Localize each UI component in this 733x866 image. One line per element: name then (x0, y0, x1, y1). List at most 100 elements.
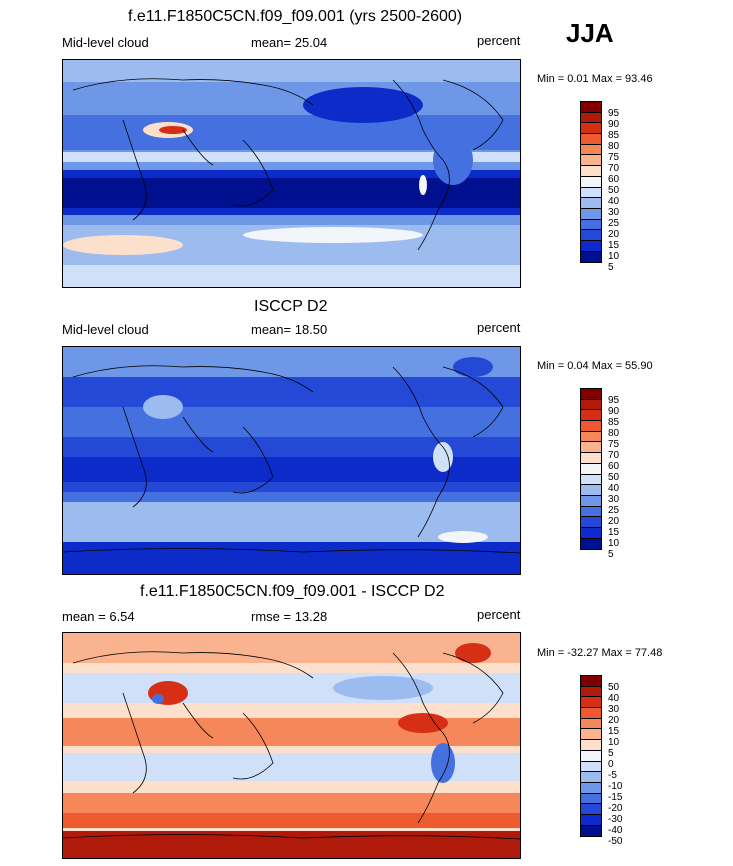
panel2-colorbar-swatch (581, 389, 601, 400)
colorbar-tick: 30 (608, 207, 620, 218)
panel2-units: percent (477, 320, 521, 335)
panel1-colorbar (580, 101, 602, 264)
colorbar-tick: 30 (608, 704, 620, 715)
panel3-minmax: Min = -32.27 Max = 77.48 (537, 647, 663, 659)
panel2-map (62, 346, 521, 575)
panel1-mean: mean= 25.04 (251, 35, 328, 50)
panel1-colorbar-swatch (581, 230, 601, 241)
colorbar-tick: 0 (608, 759, 614, 770)
colorbar-tick: 40 (608, 196, 620, 207)
panel2-colorbar-swatch (581, 442, 601, 454)
panel2-colorbar-swatch (581, 485, 601, 496)
panel2-colorbar (580, 388, 602, 551)
colorbar-tick: 30 (608, 494, 620, 505)
panel1-colorbar-swatch (581, 134, 601, 145)
colorbar-tick: -50 (608, 836, 623, 847)
panel3-colorbar-swatch (581, 676, 601, 687)
panel2-colorbar-swatch (581, 527, 601, 539)
panel1-colorbar-swatch (581, 219, 601, 231)
colorbar-tick: 50 (608, 472, 620, 483)
panel3-colorbar-swatch (581, 729, 601, 741)
colorbar-tick: 90 (608, 119, 620, 130)
panel2-colorbar-swatch (581, 410, 601, 422)
panel1-colorbar-swatch (581, 112, 601, 124)
colorbar-tick: -15 (608, 792, 623, 803)
panel1-colorbar-swatch (581, 240, 601, 252)
colorbar-tick: 80 (608, 141, 620, 152)
colorbar-tick: 85 (608, 417, 620, 428)
colorbar-tick: 10 (608, 737, 620, 748)
colorbar-tick: 5 (608, 748, 614, 759)
panel2-colorbar-swatch (581, 421, 601, 432)
panel1-colorbar-swatch (581, 102, 601, 113)
panel2-colorbar-swatch (581, 399, 601, 411)
panel3-colorbar-swatch (581, 761, 601, 773)
panel3-map (62, 632, 521, 859)
panel3-rmse: rmse = 13.28 (251, 609, 328, 624)
panel1-colorbar-swatch (581, 198, 601, 209)
panel3-colorbar-swatch (581, 740, 601, 751)
colorbar-tick: -30 (608, 814, 623, 825)
colorbar-tick: 85 (608, 130, 620, 141)
colorbar-tick: 90 (608, 406, 620, 417)
colorbar-tick: -40 (608, 825, 623, 836)
panel3-colorbar-swatch (581, 782, 601, 794)
panel1-colorbar-swatch (581, 176, 601, 188)
panel1-title: f.e11.F1850C5CN.f09_f09.001 (yrs 2500-26… (128, 8, 463, 25)
panel3-colorbar-swatch (581, 708, 601, 719)
colorbar-tick: 50 (608, 682, 620, 693)
panel2-colorbar-swatch (581, 495, 601, 507)
panel2-colorbar-swatch (581, 453, 601, 464)
colorbar-tick: 70 (608, 163, 620, 174)
panel3-colorbar-swatch (581, 750, 601, 762)
colorbar-tick: 70 (608, 450, 620, 461)
panel3-colorbar-swatch (581, 825, 601, 837)
colorbar-tick: 50 (608, 185, 620, 196)
panel2-colorbar-swatch (581, 463, 601, 475)
colorbar-tick: 10 (608, 538, 620, 549)
colorbar-tick: 40 (608, 483, 620, 494)
colorbar-tick: 95 (608, 395, 620, 406)
panel2-mean: mean= 18.50 (251, 322, 328, 337)
colorbar-tick: 20 (608, 516, 620, 527)
panel3-colorbar-swatch (581, 697, 601, 709)
panel3-colorbar-swatch (581, 686, 601, 698)
colorbar-tick: 25 (608, 218, 620, 229)
panel3-mean: mean = 6.54 (62, 609, 135, 624)
panel3-colorbar-swatch (581, 718, 601, 730)
colorbar-tick: 60 (608, 461, 620, 472)
panel3-colorbar-swatch (581, 814, 601, 826)
colorbar-tick: 10 (608, 251, 620, 262)
panel1-colorbar-swatch (581, 144, 601, 156)
colorbar-tick: -5 (608, 770, 617, 781)
panel3-colorbar-swatch (581, 793, 601, 805)
colorbar-tick: 40 (608, 693, 620, 704)
panel2-colorbar-swatch (581, 474, 601, 486)
panel1-colorbar-swatch (581, 208, 601, 220)
panel1-colorbar-swatch (581, 251, 601, 263)
colorbar-tick: 95 (608, 108, 620, 119)
panel1-colorbar-swatch (581, 155, 601, 167)
panel2-variable-label: Mid-level cloud (62, 322, 149, 337)
panel3-colorbar (580, 675, 602, 838)
colorbar-tick: 15 (608, 240, 620, 251)
panel1-colorbar-swatch (581, 123, 601, 135)
panel3-colorbar-swatch (581, 772, 601, 783)
panel3-colorbar-swatch (581, 804, 601, 815)
colorbar-tick: 75 (608, 152, 620, 163)
panel2-colorbar-swatch (581, 431, 601, 443)
colorbar-tick: -10 (608, 781, 623, 792)
colorbar-tick: 15 (608, 527, 620, 538)
panel1-colorbar-swatch (581, 166, 601, 177)
colorbar-tick: 25 (608, 505, 620, 516)
panel1-units: percent (477, 33, 521, 48)
colorbar-tick: 60 (608, 174, 620, 185)
colorbar-tick: -20 (608, 803, 623, 814)
panel3-title: f.e11.F1850C5CN.f09_f09.001 - ISCCP D2 (140, 583, 445, 600)
panel2-minmax: Min = 0.04 Max = 55.90 (537, 360, 653, 372)
panel1-minmax: Min = 0.01 Max = 93.46 (537, 73, 653, 85)
panel1-colorbar-swatch (581, 187, 601, 199)
panel3-units: percent (477, 607, 521, 622)
panel1-map (62, 59, 521, 288)
panel2-colorbar-swatch (581, 506, 601, 518)
